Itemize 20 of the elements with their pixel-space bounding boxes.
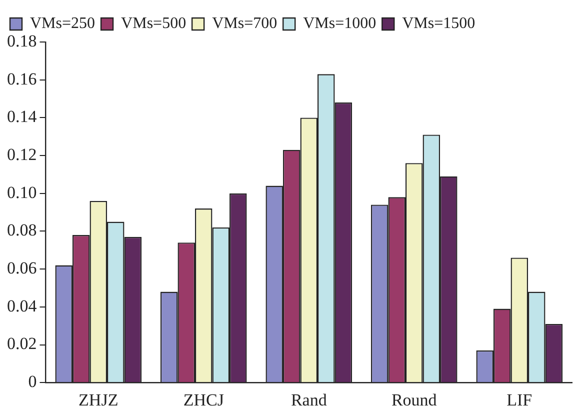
y-tick-label: 0.18: [7, 31, 37, 50]
y-tick-label: 0.10: [7, 182, 37, 202]
legend-label: VMs=250: [30, 15, 96, 32]
legend-label: VMs=700: [212, 15, 278, 32]
y-tick-label: 0.08: [7, 220, 37, 240]
y-tick-label: 0.12: [7, 145, 37, 164]
y-tick-label: 0.02: [7, 334, 37, 354]
y-tick-label: 0.04: [7, 296, 38, 316]
legend-label: VMs=500: [121, 15, 186, 32]
legend-label: VMs=1000: [303, 15, 376, 32]
x-tick-label: ZHCJ: [183, 390, 224, 410]
x-tick-label: Rand: [290, 390, 328, 410]
y-tick-label: 0.06: [7, 258, 37, 278]
x-tick-label: ZHJZ: [78, 390, 118, 410]
legend-label: VMs=1500: [402, 15, 476, 32]
y-tick-label: 0.16: [7, 69, 37, 88]
x-tick-label: LIF: [506, 390, 532, 410]
x-tick-label: Round: [391, 390, 438, 410]
y-tick-label: 0: [28, 372, 37, 392]
y-tick-label: 0.14: [7, 107, 38, 126]
